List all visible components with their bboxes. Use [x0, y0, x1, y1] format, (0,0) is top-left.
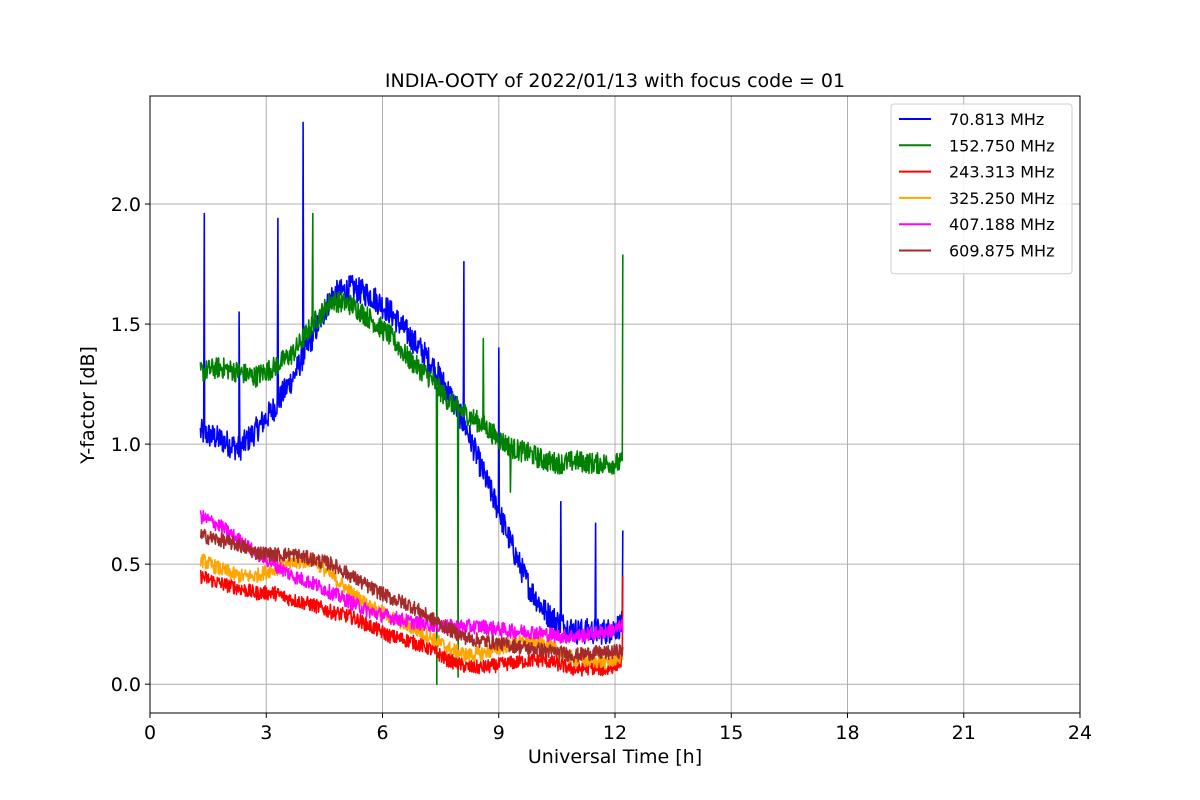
series-line-1 — [199, 121, 624, 645]
legend-box — [890, 103, 1073, 275]
legend-label: 243.313 MHz — [949, 163, 1054, 182]
series-line-3 — [199, 569, 624, 677]
x-tick-label: 12 — [603, 722, 627, 744]
ticks: 0 3 6 9 12 15 18 21 24 0.0 0.5 1.0 1.5 2.0 — [111, 194, 1092, 744]
y-axis-label: Y-factor [dB] — [77, 346, 99, 465]
y-tick-label: 1.5 — [111, 314, 141, 336]
x-tick-label: 6 — [376, 722, 388, 744]
legend-label: 152.750 MHz — [949, 136, 1054, 155]
series-group — [199, 121, 624, 685]
x-tick-label: 0 — [144, 722, 156, 744]
chart-title: INDIA-OOTY of 2022/01/13 with focus code… — [385, 70, 845, 92]
legend-label: 325.250 MHz — [949, 189, 1054, 208]
x-tick-label: 21 — [952, 722, 976, 744]
legend-label: 609.875 MHz — [949, 242, 1054, 261]
x-tick-label: 9 — [493, 722, 505, 744]
series-line-6 — [199, 528, 624, 663]
x-tick-label: 15 — [719, 722, 743, 744]
legend-label: 407.188 MHz — [949, 215, 1054, 234]
y-tick-label: 0.0 — [111, 674, 141, 696]
legend-label: 70.813 MHz — [949, 110, 1044, 129]
series-line-5 — [199, 509, 624, 644]
y-tick-label: 1.0 — [111, 434, 141, 456]
x-axis-label: Universal Time [h] — [528, 746, 702, 768]
x-tick-label: 18 — [835, 722, 859, 744]
legend: 70.813 MHz 152.750 MHz 243.313 MHz 325.250 … — [890, 103, 1073, 275]
x-tick-label: 24 — [1068, 722, 1092, 744]
y-tick-label: 0.5 — [111, 554, 141, 576]
x-tick-label: 3 — [260, 722, 272, 744]
series-line-2 — [199, 212, 624, 685]
y-tick-label: 2.0 — [111, 194, 141, 216]
